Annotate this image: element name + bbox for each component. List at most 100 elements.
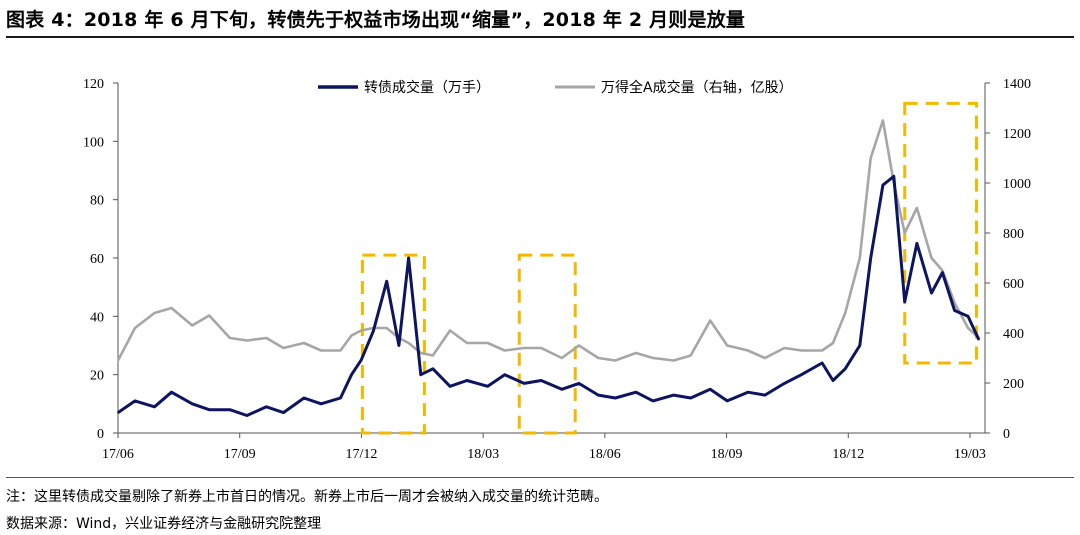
figure-note: 注：这里转债成交量剔除了新券上市首日的情况。新券上市后一周才会被纳入成交量的统计… [6,489,608,505]
a-share-volume-point [953,302,956,304]
legend-convertible-label: 转债成交量（万手） [364,79,490,96]
convertible-volume-point [153,406,156,408]
x-tick-label: 19/03 [954,447,986,462]
a-share-volume-point [635,352,637,354]
legend-a-share-label: 万得全A成交量（右轴，亿股） [601,79,793,96]
convertible-volume-point [350,373,353,376]
convertible-volume-point [597,394,600,396]
highlight-box [360,253,426,435]
y-right-tick-label: 400 [1003,327,1024,342]
a-share-volume-point [967,327,969,329]
a-share-volume-point [747,349,749,352]
x-tick-label: 17/09 [224,447,256,462]
a-share-volume-point [652,357,654,359]
convertible-volume-point [882,184,884,186]
convertible-volume-point [614,397,617,399]
a-share-volume-point [449,329,451,332]
a-share-volume-point [561,357,563,359]
y-right-tick-label: 800 [1003,227,1024,242]
a-share-volume-point [282,347,285,349]
convertible-volume-point [930,292,933,294]
convertible-volume-point [523,382,525,385]
a-share-volume-point [360,329,363,332]
convertible-volume-point [561,388,563,391]
title-divider [6,36,1074,38]
a-share-volume-line [116,119,980,362]
a-share-volume-point [783,347,786,349]
convertible-volume-point [420,373,422,376]
y-left-tick-label: 120 [83,77,104,92]
convertible-volume-point [916,242,918,245]
convertible-volume-point [800,373,803,376]
a-share-volume-point [407,342,410,344]
a-share-volume-point [420,352,422,354]
y-left-tick-label: 60 [90,252,104,267]
convertible-volume-point [407,257,410,259]
x-tick-label: 18/06 [589,447,621,462]
convertible-volume-point [893,175,895,178]
x-tick-label: 17/06 [102,447,134,462]
x-tick-label: 18/12 [832,447,864,462]
highlight-box [517,253,577,435]
y-right-tick-label: 1200 [1003,127,1031,142]
a-share-volume-point [882,119,884,122]
convertible-volume-point [486,385,489,388]
a-share-volume-point [134,327,136,329]
convertible-volume-point [303,397,305,399]
convertible-volume-point [320,403,322,405]
a-share-volume-point [350,334,353,337]
y-right-tick-label: 0 [1003,427,1010,442]
a-share-volume-point [800,349,803,352]
convertible-volume-point [844,368,846,370]
footer-divider [6,477,1074,478]
a-share-volume-point [916,207,918,209]
convertible-volume-point [578,382,580,385]
convertible-volume-point [709,388,711,391]
y-right-tick-label: 200 [1003,377,1024,392]
a-share-volume-point [153,312,156,314]
a-share-volume-point [523,347,525,349]
a-share-volume-point [597,357,600,359]
convertible-volume-point [941,271,944,274]
a-share-volume-point [540,347,542,349]
a-share-volume-point [303,342,305,344]
convertible-volume-point [265,406,268,408]
convertible-volume-point [747,391,749,394]
convertible-volume-point [339,397,342,399]
convertible-volume-point [372,330,375,332]
convertible-volume-point [726,400,728,402]
a-share-volume-point [614,359,617,362]
a-share-volume-point [869,157,872,159]
a-share-volume-point [432,354,434,357]
convertible-volume-point [821,362,823,364]
convertible-volume-point [832,379,834,382]
convertible-volume-point [869,257,872,259]
convertible-volume-point [635,391,637,394]
a-share-volume-point [832,342,834,344]
convertible-volume-point [134,400,136,402]
a-share-volume-point [689,354,692,357]
convertible-volume-point [282,411,285,414]
convertible-volume-point [903,301,906,303]
a-share-volume-point [930,257,933,259]
a-share-volume-point [246,339,248,342]
a-share-volume-point [859,257,861,259]
y-left-tick-label: 0 [97,427,104,442]
a-share-volume-point [385,327,388,329]
convertible-volume-point [229,408,231,411]
convertible-volume-point [208,408,210,411]
a-share-volume-point [170,307,173,309]
convertible-volume-point [360,359,363,361]
convertible-volume-point [953,309,956,312]
a-share-volume-point [466,342,468,344]
convertible-volume-point [967,315,969,318]
convertible-volume-point [191,403,193,405]
x-tick-label: 18/03 [467,447,499,462]
a-share-volume-point [503,349,506,352]
a-share-volume-point [320,349,322,352]
y-right-tick-label: 1000 [1003,177,1031,192]
y-right-tick-label: 600 [1003,277,1024,292]
chart-series [116,119,981,417]
convertible-volume-point [652,400,654,402]
x-tick-label: 17/12 [345,447,377,462]
